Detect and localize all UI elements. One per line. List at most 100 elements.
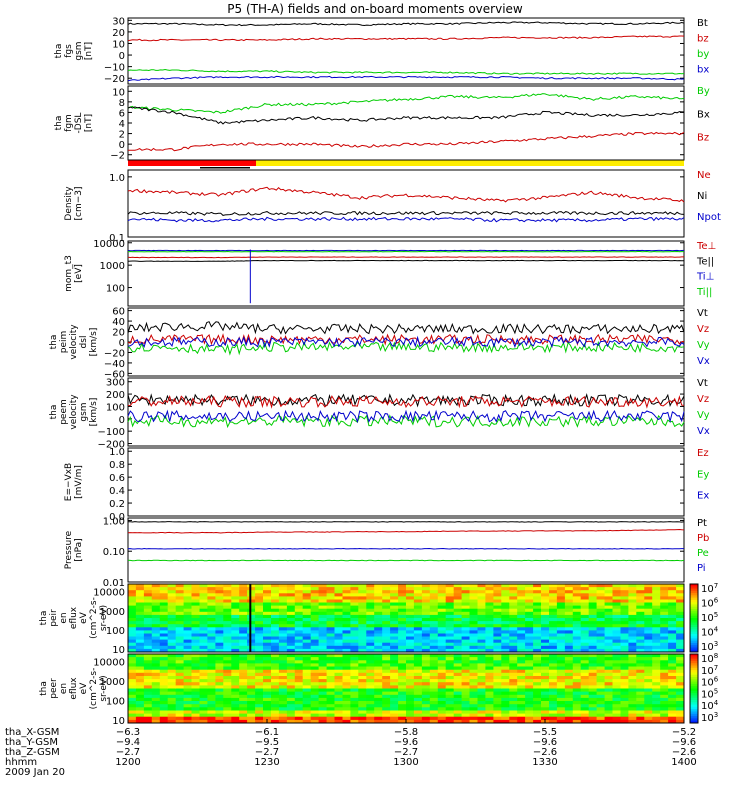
spectrogram-cell [572, 611, 582, 616]
spectrogram-cell [413, 584, 423, 588]
spectrogram-cell [549, 636, 558, 641]
spectrogram-cell [676, 648, 685, 653]
spectrogram-cell [231, 688, 240, 693]
spectrogram-cell [469, 716, 478, 721]
spectrogram-cell [620, 682, 629, 686]
spectrogram-cell [652, 685, 661, 689]
spectrogram-cell [676, 679, 685, 683]
spectrogram-cell [660, 663, 669, 667]
spectrogram-cell [620, 669, 629, 674]
y-tick-label-efield: 0.4 [109, 486, 125, 497]
spectrogram-cell [255, 707, 264, 711]
spectrogram-cell [271, 614, 280, 619]
spectrogram-cell [366, 618, 375, 622]
spectrogram-cell [413, 639, 423, 644]
spectrogram-cell [231, 596, 240, 600]
spectrogram-cell [286, 642, 296, 647]
spectrogram-cell [271, 624, 280, 628]
spectrogram-cell [453, 663, 463, 667]
spectrogram-cell [453, 602, 463, 607]
spectrogram-cell [406, 611, 415, 616]
spectrogram-cell [286, 657, 296, 661]
spectrogram-cell [342, 618, 351, 622]
spectrogram-cell [263, 669, 272, 674]
spectrogram-cell [286, 590, 296, 594]
spectrogram-cell [199, 663, 208, 667]
spectrogram-cell [469, 636, 478, 641]
spectrogram-cell [580, 694, 590, 699]
spectrogram-cell [223, 596, 232, 600]
spectrogram-cell [501, 679, 510, 683]
spectrogram-cell [580, 645, 590, 650]
spectrogram-cell [509, 611, 518, 616]
spectrogram-cell [628, 611, 637, 616]
spectrogram-cell [358, 645, 367, 650]
spectrogram-cell [302, 654, 312, 658]
spectrogram-cell [231, 636, 240, 641]
spectrogram-cell [549, 713, 558, 718]
spectrogram-cell [278, 642, 288, 647]
spectrogram-cell [421, 694, 431, 699]
spectrogram-cell [652, 614, 661, 619]
spectrogram-cell [676, 642, 685, 647]
spectrogram-cell [525, 611, 534, 616]
spectrogram-cell [263, 710, 272, 715]
spectrogram-cell [342, 636, 351, 641]
spectrogram-cell [231, 666, 240, 671]
spectrogram-cell [477, 691, 486, 696]
spectrogram-cell [413, 657, 423, 661]
spectrogram-cell [660, 608, 669, 613]
spectrogram-cell [421, 621, 431, 625]
spectrogram-cell [485, 636, 494, 641]
spectrogram-cell [151, 716, 161, 721]
spectrogram-cell [175, 672, 185, 677]
spectrogram-cell [215, 621, 224, 625]
spectrogram-cell [676, 685, 685, 689]
spectrogram-cell [128, 697, 137, 702]
spectrogram-cell [310, 691, 320, 696]
spectrogram-cell [572, 633, 582, 638]
spectrogram-cell [128, 624, 137, 628]
spectrogram-cell [318, 654, 327, 658]
spectrogram-cell [334, 713, 343, 718]
spectrogram-cell [477, 596, 486, 600]
spectrogram-cell [191, 605, 200, 610]
spectrogram-cell [668, 648, 677, 653]
spectrogram-cell [183, 660, 192, 664]
spectrogram-cell [350, 713, 359, 718]
spectrogram-cell [445, 660, 455, 664]
spectrogram-cell [620, 688, 629, 693]
spectrogram-cell [294, 666, 304, 671]
spectrogram-cell [413, 719, 423, 724]
spectrogram-cell [469, 694, 478, 699]
spectrogram-cell [334, 636, 343, 641]
spectrogram-cell [263, 691, 272, 696]
spectrogram-cell [636, 701, 645, 705]
spectrogram-cell [271, 669, 280, 674]
spectrogram-cell [517, 648, 526, 653]
y-tick-label-peem: −200 [98, 440, 125, 451]
spectrogram-cell [668, 614, 677, 619]
spectrogram-cell [501, 694, 510, 699]
spectrogram-cell [143, 596, 153, 600]
spectrogram-cell [517, 624, 526, 628]
spectrogram-cell [271, 691, 280, 696]
spectrogram-cell [588, 627, 598, 631]
spectrogram-cell [652, 710, 661, 715]
spectrogram-cell [413, 707, 423, 711]
spectrogram-cell [556, 685, 566, 689]
spectrogram-cell [183, 587, 192, 591]
spectrogram-cell [286, 701, 296, 705]
spectrogram-cell [223, 590, 232, 594]
spectrogram-cell [437, 614, 447, 619]
spectrogram-cell [135, 688, 145, 693]
spectrogram-cell [135, 642, 145, 647]
spectrogram-cell [191, 618, 200, 622]
spectrogram-cell [604, 645, 613, 650]
spectrogram-cell [398, 660, 407, 664]
spectrogram-cell [151, 672, 161, 677]
legend-peem-Vz: Vz [697, 394, 709, 405]
spectrogram-cell [556, 679, 566, 683]
colorbar-cell-peir [690, 647, 698, 651]
spectrogram-cell [612, 657, 621, 661]
